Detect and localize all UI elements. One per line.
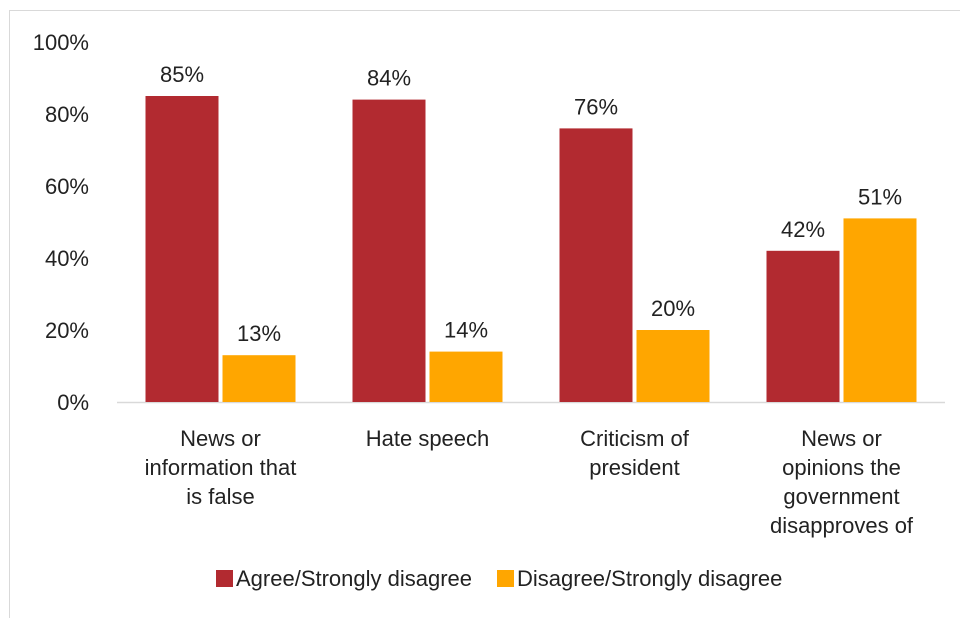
- data-label: 51%: [858, 184, 902, 209]
- frame-border-left: [9, 10, 10, 618]
- y-tick-label: 60%: [45, 174, 89, 199]
- bar: [222, 355, 296, 402]
- category-label: government: [783, 484, 899, 509]
- data-label: 20%: [651, 296, 695, 321]
- category-label: opinions the: [782, 455, 901, 480]
- legend-label: Disagree/Strongly disagree: [517, 566, 782, 591]
- y-tick-label: 100%: [33, 30, 89, 55]
- category-label: information that: [145, 455, 297, 480]
- y-tick-label: 40%: [45, 246, 89, 271]
- category-label: News or: [801, 426, 882, 451]
- data-label: 85%: [160, 62, 204, 87]
- bar: [145, 96, 219, 402]
- bar: [636, 330, 710, 402]
- legend-label: Agree/Strongly disagree: [236, 566, 472, 591]
- data-label: 14%: [444, 318, 488, 343]
- category-label: Criticism of: [580, 426, 690, 451]
- y-tick-label: 20%: [45, 318, 89, 343]
- bar: [766, 250, 840, 402]
- y-tick-label: 80%: [45, 102, 89, 127]
- category-label: is false: [186, 484, 254, 509]
- y-tick-label: 0%: [57, 390, 89, 415]
- bar: [429, 351, 503, 402]
- data-label: 84%: [367, 66, 411, 91]
- category-label: president: [589, 455, 680, 480]
- legend-swatch: [497, 570, 514, 587]
- bar: [559, 128, 633, 402]
- category-label: News or: [180, 426, 261, 451]
- bar: [352, 99, 426, 402]
- data-label: 13%: [237, 321, 281, 346]
- frame-border-top: [9, 10, 960, 11]
- category-label: Hate speech: [366, 426, 490, 451]
- category-label: disapproves of: [770, 513, 914, 538]
- legend-swatch: [216, 570, 233, 587]
- bar: [843, 218, 917, 402]
- data-label: 42%: [781, 217, 825, 242]
- data-label: 76%: [574, 94, 618, 119]
